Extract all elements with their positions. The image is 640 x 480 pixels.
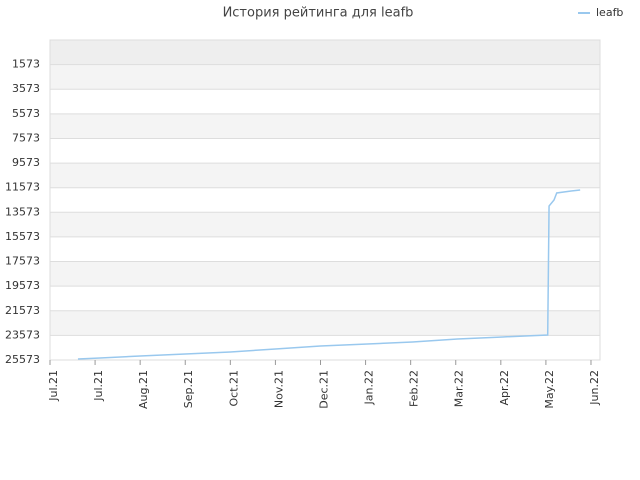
plot-band [50,64,600,90]
plot-band [50,187,600,213]
y-tick-label: 23573 [5,328,40,341]
y-tick-label: 25573 [5,353,40,366]
x-tick-label: Oct.21 [227,370,240,407]
plot-band [50,138,600,164]
chart-title: История рейтинга для leafb [223,6,414,21]
x-tick-label: Feb.22 [408,370,421,407]
plot-band [50,113,600,139]
y-tick-label: 7573 [12,131,40,144]
y-tick-label: 3573 [12,82,40,95]
y-tick-label: 17573 [5,255,40,268]
x-tick-label: Aug.21 [137,370,150,409]
y-tick-label: 13573 [5,205,40,218]
y-tick-label: 5573 [12,107,40,120]
x-tick-label: Nov.21 [272,370,285,408]
plot-band [50,310,600,336]
plot-band [50,212,600,237]
x-tick-label: May.22 [543,370,556,409]
plot-band [50,40,600,65]
x-tick-label: Dec.21 [317,370,330,409]
plot-band [50,236,600,262]
plot-band [50,89,600,114]
legend-label: leafb [596,6,623,19]
x-tick-label: Jul.21 [92,370,105,402]
plot-band [50,163,600,188]
data-line [77,189,581,360]
x-tick-label: Jun.22 [588,370,601,406]
y-tick-label: 9573 [12,156,40,169]
x-tick-label: Jul.21 [47,370,60,402]
x-tick-label: Apr.22 [498,370,511,406]
y-tick-label: 19573 [5,279,40,292]
plot-band [50,261,600,287]
x-tick-label: Jan.22 [363,370,376,405]
plot-band [50,286,600,311]
y-tick-label: 11573 [5,181,40,194]
y-tick-label: 15573 [5,230,40,243]
y-tick-label: 1573 [12,58,40,71]
x-tick-label: Mar.22 [453,370,466,407]
y-tick-label: 21573 [5,304,40,317]
x-tick-label: Sep.21 [182,370,195,408]
